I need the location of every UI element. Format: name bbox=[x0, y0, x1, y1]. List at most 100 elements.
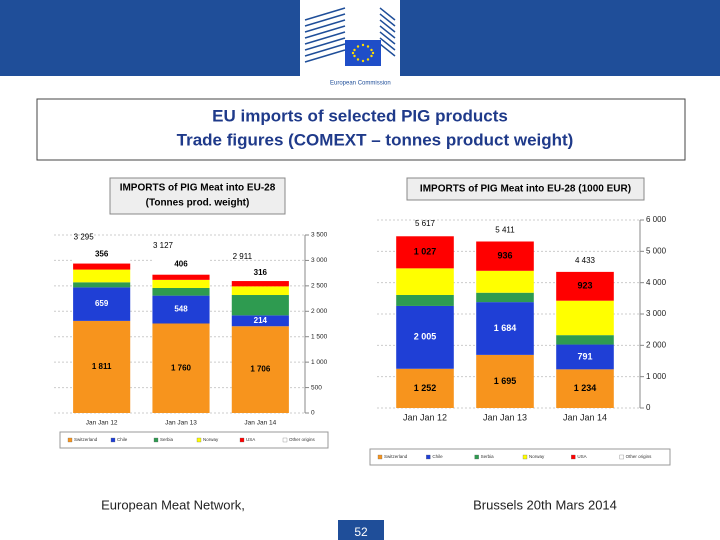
bar-segment bbox=[231, 326, 289, 413]
data-label: 406 bbox=[174, 259, 188, 268]
bar-segment bbox=[396, 368, 454, 408]
y-tick-label: 3 000 bbox=[646, 309, 667, 318]
x-tick-label: Jan Jan 13 bbox=[483, 412, 527, 422]
bar-segment bbox=[556, 369, 614, 408]
bar-segment bbox=[231, 264, 289, 282]
bar-segment bbox=[231, 315, 289, 327]
logo-building bbox=[304, 7, 396, 63]
bar-segment bbox=[556, 269, 614, 272]
data-label: 356 bbox=[95, 250, 109, 259]
bar-segment bbox=[152, 323, 210, 413]
bar-segment bbox=[73, 282, 131, 288]
bar-segment bbox=[396, 232, 454, 237]
eu-stars bbox=[351, 43, 375, 63]
legend-label: Switzerland bbox=[74, 437, 98, 442]
bar-segment bbox=[231, 286, 289, 296]
legend-label: Norway bbox=[203, 437, 219, 442]
legend-swatch bbox=[426, 454, 431, 460]
bar-segment bbox=[152, 274, 210, 280]
data-label: 791 bbox=[577, 351, 592, 361]
x-tick-label: Jan Jan 13 bbox=[165, 420, 197, 427]
x-tick-label: Jan Jan 14 bbox=[244, 420, 276, 427]
bar-segment bbox=[396, 305, 454, 369]
bar-segment bbox=[476, 292, 534, 303]
bar-segment bbox=[73, 263, 131, 270]
bar-segment bbox=[476, 270, 534, 293]
legend-label: Other origins bbox=[626, 454, 653, 459]
logo-text: European Commission bbox=[330, 81, 391, 87]
chart-subtitle: (Tonnes prod. weight) bbox=[146, 198, 250, 209]
total-label: 3 295 bbox=[74, 233, 95, 242]
bar-segment bbox=[476, 241, 534, 271]
bar-segment bbox=[73, 320, 131, 413]
data-label: 1 760 bbox=[171, 363, 192, 372]
legend-label: Norway bbox=[529, 454, 545, 459]
data-label: 316 bbox=[254, 268, 268, 277]
legend-label: USA bbox=[246, 437, 255, 442]
chart-title-box bbox=[109, 177, 286, 215]
bar-segment bbox=[476, 238, 534, 242]
legend-swatch bbox=[571, 454, 576, 460]
y-tick-label: 4 000 bbox=[646, 278, 667, 287]
bar-segment bbox=[73, 245, 131, 264]
bar-segment bbox=[396, 236, 454, 269]
page-number: 52 bbox=[354, 525, 368, 539]
legend-label: Serbia bbox=[481, 454, 495, 459]
bar-segment bbox=[396, 294, 454, 306]
total-label: 5 411 bbox=[495, 226, 515, 235]
legend-swatch bbox=[377, 454, 383, 460]
bar-segment bbox=[73, 287, 131, 321]
y-tick-label: 1 500 bbox=[311, 333, 328, 340]
x-tick-label: Jan Jan 14 bbox=[563, 412, 607, 422]
data-label: 1 695 bbox=[494, 376, 517, 386]
total-label: 5 617 bbox=[415, 219, 436, 228]
legend-label: Serbia bbox=[160, 437, 174, 442]
legend-swatch bbox=[67, 437, 73, 443]
bar-segment bbox=[396, 268, 454, 295]
bar-segment bbox=[556, 300, 614, 336]
y-tick-label: 0 bbox=[646, 403, 651, 412]
y-tick-label: 3 000 bbox=[311, 257, 328, 264]
x-tick-label: Jan Jan 12 bbox=[403, 412, 447, 422]
y-tick-label: 2 000 bbox=[311, 308, 328, 315]
legend-box bbox=[59, 431, 329, 449]
legend-swatch bbox=[239, 437, 245, 443]
y-tick-label: 2 000 bbox=[646, 340, 667, 349]
slide-title: EU imports of selected PIG products bbox=[212, 106, 508, 125]
data-label: 1 234 bbox=[574, 383, 597, 393]
y-tick-label: 1 000 bbox=[646, 372, 667, 381]
bar-segment bbox=[556, 335, 614, 345]
bar-segment bbox=[556, 271, 614, 301]
footer-right: Brussels 20th Mars 2014 bbox=[473, 497, 617, 512]
legend-label: Switzerland bbox=[384, 454, 408, 459]
data-label: 659 bbox=[95, 299, 109, 308]
total-label: 3 127 bbox=[153, 241, 174, 250]
legend-swatch bbox=[110, 437, 116, 443]
page-box bbox=[338, 520, 384, 540]
y-tick-label: 0 bbox=[311, 410, 315, 417]
total-label: 4 433 bbox=[575, 256, 596, 265]
bar-segment bbox=[476, 302, 534, 355]
bar-segment bbox=[152, 287, 210, 296]
bar-segment bbox=[152, 253, 210, 275]
title-box bbox=[36, 98, 686, 161]
y-tick-label: 500 bbox=[311, 384, 322, 391]
data-label: 936 bbox=[497, 251, 512, 261]
data-label: 1 027 bbox=[414, 247, 437, 257]
legend-label: Other origins bbox=[289, 437, 316, 442]
legend-label: Chile bbox=[117, 437, 128, 442]
bar-segment bbox=[231, 281, 289, 287]
y-tick-label: 5 000 bbox=[646, 246, 667, 255]
legend-swatch bbox=[196, 437, 202, 443]
bar-segment bbox=[152, 295, 210, 324]
legend-swatch bbox=[522, 454, 528, 460]
data-label: 1 811 bbox=[92, 362, 112, 371]
data-label: 214 bbox=[254, 316, 268, 325]
chart-title-box bbox=[406, 177, 645, 201]
bar-segment bbox=[73, 269, 131, 283]
data-label: 1 706 bbox=[250, 365, 271, 374]
legend-swatch bbox=[474, 454, 479, 460]
data-label: 2 005 bbox=[414, 332, 437, 342]
y-tick-label: 1 000 bbox=[311, 359, 328, 366]
